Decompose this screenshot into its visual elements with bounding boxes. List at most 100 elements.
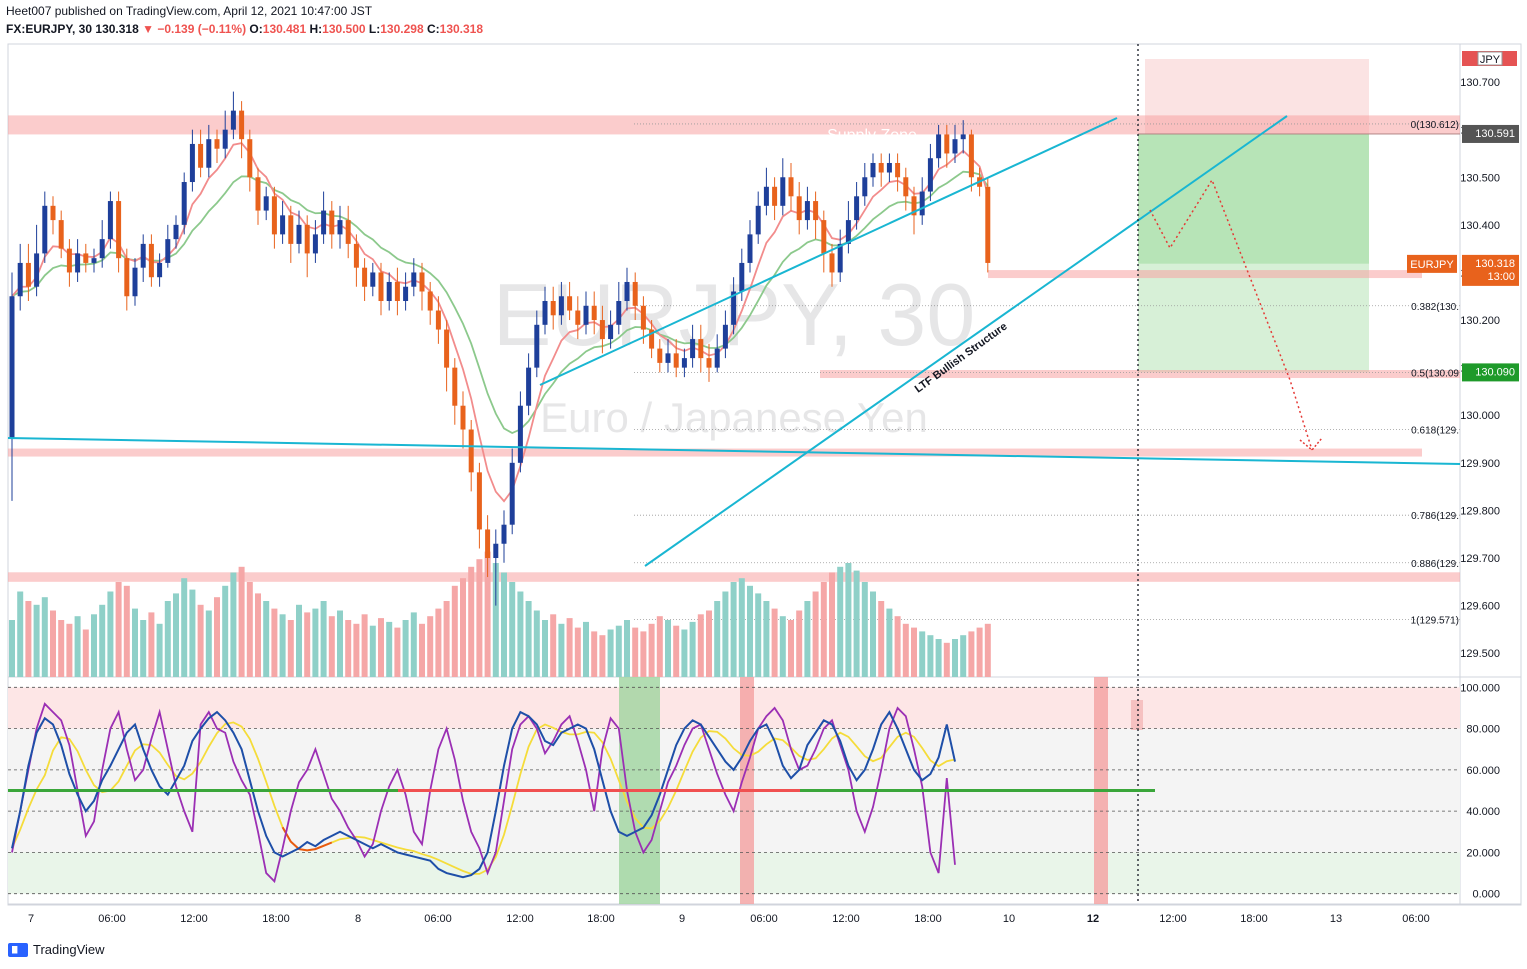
osc-overbought-band [8, 687, 1460, 729]
volume-bar [919, 631, 926, 677]
candle-body [804, 201, 810, 221]
volume-bar [747, 585, 753, 677]
volume-bar [402, 620, 409, 677]
candle-body [362, 267, 368, 287]
candle-body [854, 196, 860, 221]
target-price-label: 130.090 [1462, 363, 1519, 382]
zone-rect [820, 370, 1460, 379]
candle-body [722, 324, 728, 349]
candle-body [148, 243, 154, 278]
volume-bar [230, 572, 237, 677]
candle-body [288, 215, 294, 244]
stoch-overbought-segment [281, 826, 333, 852]
target-price-label-text: 130.090 [1475, 366, 1515, 378]
price-tick-label: 129.900 [1460, 458, 1500, 470]
candle-body [34, 253, 40, 287]
candle-body [66, 248, 72, 273]
candle-body [181, 182, 187, 225]
volume-bar [361, 614, 368, 677]
volume-bar [279, 614, 286, 677]
candle-body [312, 234, 318, 254]
candle-body [222, 129, 228, 149]
candle-body [99, 239, 105, 259]
volume-bar [714, 601, 721, 677]
time-tick-label: 18:00 [1240, 913, 1268, 925]
candle-body [690, 339, 696, 359]
volume-bar [878, 601, 885, 677]
tradingview-logo-icon [8, 942, 28, 957]
volume-bar [50, 610, 56, 677]
entry-price-label-text: 130.591 [1475, 128, 1515, 140]
candle-body [591, 305, 597, 321]
footer: TradingView [8, 942, 105, 957]
fib-label: 0.5(130.09 [1411, 368, 1459, 379]
time-tick-label: 7 [28, 913, 34, 925]
candle-body [435, 310, 441, 330]
candle-body [501, 524, 507, 544]
osc-small-highlight [1131, 700, 1143, 730]
volume-bar [837, 566, 844, 677]
candle-body [813, 201, 819, 221]
candle-body [321, 210, 327, 235]
osc-oversold-band [8, 852, 1460, 894]
candle-body [476, 472, 482, 530]
volume-bar [287, 620, 294, 677]
candle-body [271, 196, 277, 235]
candle-body [255, 177, 261, 211]
candle-body [788, 177, 794, 197]
candle-body [681, 358, 687, 368]
time-tick-label: 12:00 [1159, 913, 1187, 925]
volume-bar [197, 604, 204, 677]
volume-bar [517, 591, 524, 677]
volume-bar [58, 620, 65, 677]
candle-body [304, 224, 310, 254]
price-tick-label: 130.000 [1460, 410, 1500, 422]
fib-label: 0.886(129. [1411, 559, 1459, 570]
volume-bar [861, 582, 868, 677]
candle-body [862, 177, 868, 197]
candle-body [91, 258, 97, 263]
low-value: 130.298 [380, 22, 424, 36]
candle-body [558, 296, 564, 316]
candle-body [944, 134, 950, 154]
candle-body [370, 272, 376, 287]
candle-body [870, 162, 876, 178]
fib-label: 0.786(129. [1411, 511, 1459, 522]
volume-bar [591, 631, 598, 677]
volume-bar [271, 608, 278, 677]
candle-body [952, 139, 958, 154]
candle-body [673, 353, 679, 368]
candle-body [460, 405, 466, 430]
time-tick-label: 12:00 [506, 913, 534, 925]
volume-bar [427, 616, 434, 677]
candle-body [50, 205, 56, 221]
volume-bar [189, 589, 196, 677]
target-price-label-bg [1462, 363, 1519, 382]
candle-body [657, 348, 663, 363]
volume-bar [320, 601, 327, 677]
candle-body [411, 272, 417, 287]
candle-body [714, 348, 720, 368]
volume-bar [558, 623, 565, 677]
time-tick-label: 12:00 [832, 913, 860, 925]
volume-bar [722, 591, 729, 677]
volume-bar [33, 604, 40, 677]
volume-bar [886, 608, 893, 677]
candle-body [25, 262, 31, 287]
upper-channel-line [539, 117, 1118, 386]
candle-body [575, 310, 581, 325]
volume-bar [468, 566, 475, 677]
candle-body [17, 262, 23, 297]
volume-bar [345, 620, 352, 677]
candle-body [83, 253, 89, 263]
candle-body [386, 281, 392, 302]
volume-bar [451, 585, 458, 677]
time-tick-label: 18:00 [914, 913, 942, 925]
candle-body [698, 339, 704, 359]
candle-body [75, 253, 81, 273]
volume-bar [845, 563, 852, 677]
candle-body [526, 367, 532, 406]
candle-body [649, 329, 655, 349]
volume-bar [476, 559, 483, 677]
